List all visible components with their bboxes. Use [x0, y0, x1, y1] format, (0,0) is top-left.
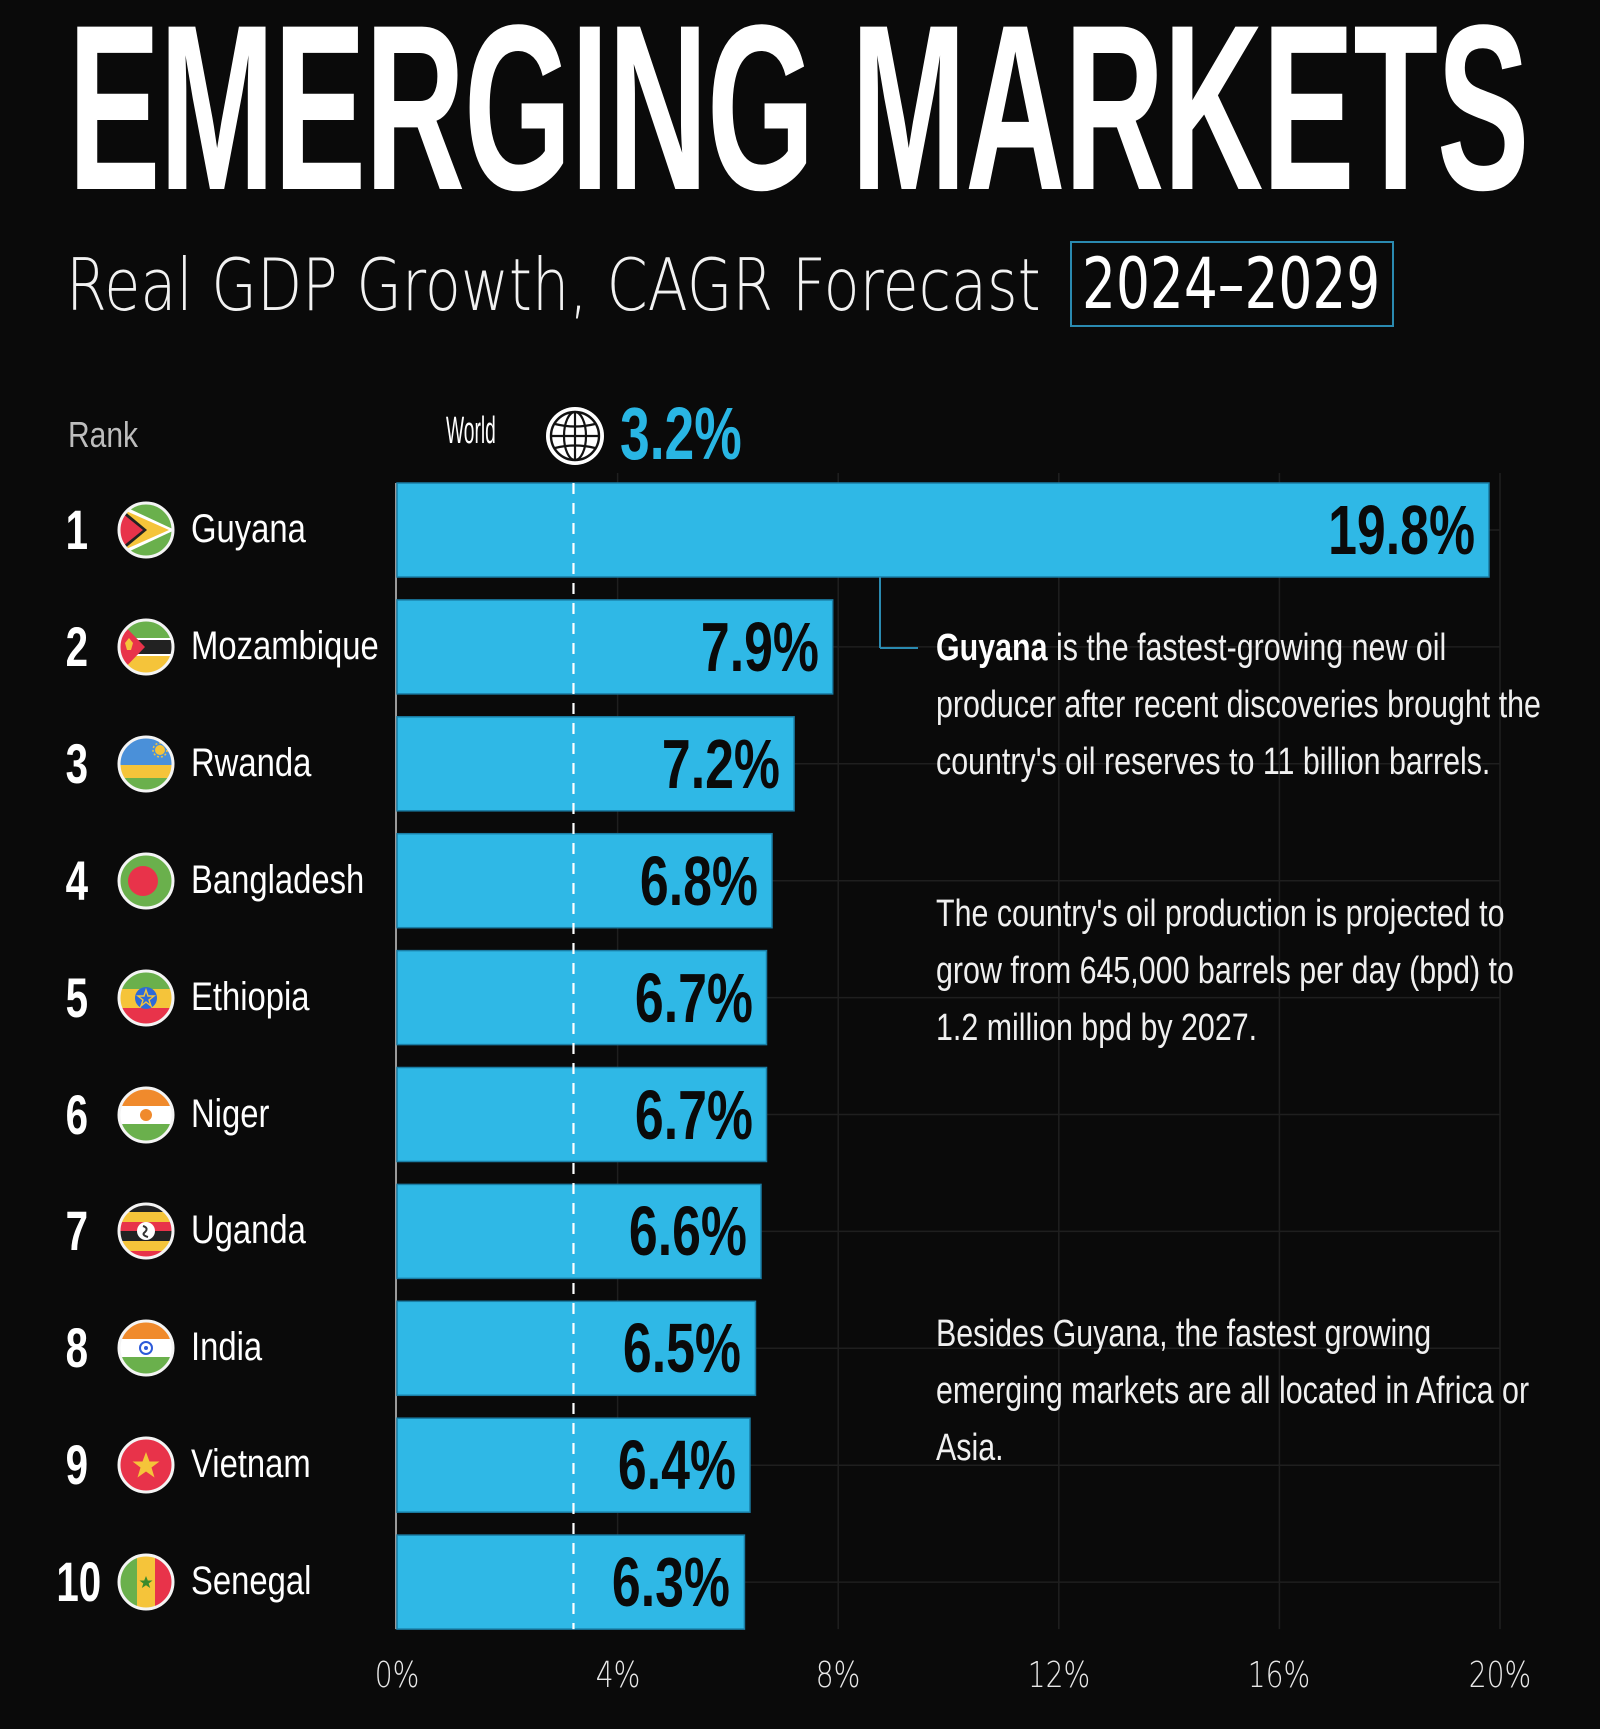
guyana-flag-icon: [117, 501, 175, 559]
chart-subtitle: Real GDP Growth, CAGR Forecast: [66, 243, 1041, 327]
uganda-flag-icon: [117, 1202, 175, 1260]
country-label: Niger: [191, 1091, 270, 1136]
bar-value-label: 6.7%: [634, 958, 753, 1037]
country-label: Uganda: [191, 1208, 306, 1253]
annotation-guyana-bold: Guyana: [936, 627, 1048, 669]
x-tick-label: 20%: [1468, 1655, 1532, 1696]
mozambique-flag-icon: [117, 618, 175, 676]
rank-number: 9: [65, 1433, 88, 1497]
country-label: Bangladesh: [191, 857, 365, 902]
bar-value-label: 6.3%: [612, 1543, 731, 1622]
x-tick-label: 16%: [1248, 1655, 1311, 1696]
bar-ethiopia: [396, 949, 768, 1046]
world-growth-value: 3.2%: [620, 392, 742, 475]
x-tick-label: 8%: [815, 1655, 861, 1696]
bar-value-label: 6.5%: [623, 1309, 742, 1388]
senegal-flag-icon: [117, 1553, 175, 1611]
bar-senegal: [396, 1534, 746, 1630]
bar-value-label: 6.7%: [634, 1075, 753, 1154]
x-tick-label: 0%: [374, 1655, 420, 1696]
bar-uganda: [396, 1183, 762, 1280]
rank-number: 4: [65, 848, 88, 912]
rwanda-flag-icon: [117, 735, 175, 793]
rank-number: 1: [65, 498, 88, 561]
vietnam-flag-icon: [117, 1436, 175, 1494]
rank-number: 6: [65, 1082, 88, 1146]
year-range-box: [1070, 241, 1394, 327]
rank-number: 5: [65, 965, 88, 1029]
country-label: Mozambique: [191, 623, 379, 668]
bar-rwanda: [396, 716, 795, 812]
bar-niger: [396, 1066, 768, 1163]
country-label: Ethiopia: [191, 974, 310, 1019]
rank-number: 8: [65, 1316, 88, 1380]
x-tick-label: 12%: [1027, 1655, 1090, 1696]
globe-icon: [546, 407, 604, 465]
rank-number: 10: [56, 1550, 102, 1614]
rank-number: 2: [65, 614, 88, 678]
bar-value-label: 7.9%: [700, 607, 819, 686]
bar-bangladesh: [396, 832, 773, 929]
bar-value-label: 7.2%: [662, 724, 781, 803]
bar-india: [396, 1300, 757, 1397]
country-label: Guyana: [191, 507, 306, 551]
country-label: Rwanda: [191, 740, 312, 785]
annotation-guyana-text: is the fastest-growing new oil producer …: [936, 627, 1541, 783]
annotation-oil-production: The country's oil production is projecte…: [936, 893, 1514, 1049]
annotation-regions: Besides Guyana, the fastest growing emer…: [936, 1313, 1530, 1469]
bangladesh-flag-icon: [117, 852, 175, 910]
bar-value-label: 19.8%: [1328, 491, 1475, 569]
rank-number: 3: [65, 731, 88, 795]
world-label: World: [446, 410, 496, 452]
rank-column-label: Rank: [68, 414, 139, 455]
annotation-guyana: Guyana is the fastest-growing new oil pr…: [936, 620, 1560, 791]
country-label: Vietnam: [191, 1442, 311, 1487]
bar-mozambique: [396, 599, 834, 695]
niger-flag-icon: [117, 1086, 175, 1144]
ethiopia-flag-icon: [117, 969, 175, 1027]
year-range: 2024–2029: [1082, 243, 1381, 325]
bar-guyana: [396, 482, 1490, 578]
bar-value-label: 6.8%: [639, 841, 759, 920]
x-tick-label: 4%: [595, 1655, 640, 1696]
bar-value-label: 6.6%: [628, 1192, 747, 1271]
rank-number: 7: [65, 1199, 88, 1263]
country-label: Senegal: [191, 1559, 312, 1604]
country-label: India: [191, 1325, 263, 1370]
india-flag-icon: [117, 1319, 175, 1377]
bar-value-label: 6.4%: [617, 1426, 736, 1505]
